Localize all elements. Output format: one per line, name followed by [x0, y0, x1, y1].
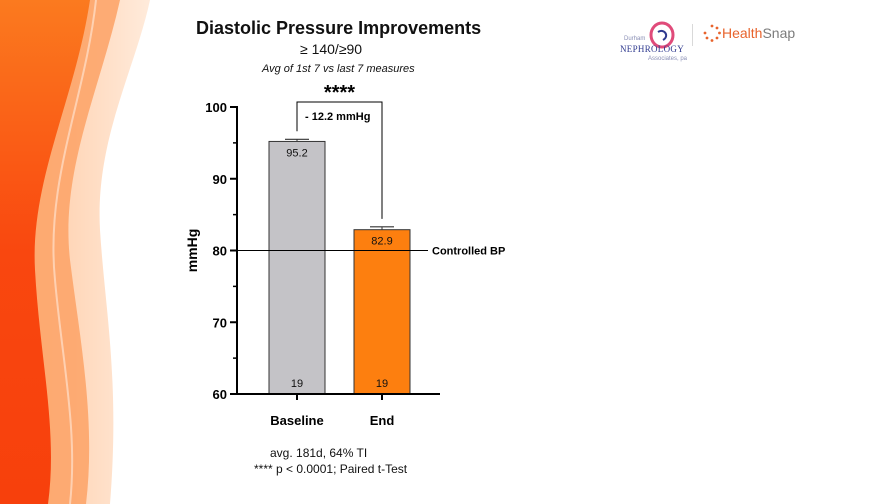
healthsnap-logo-part1: Health — [722, 25, 763, 41]
x-tick-label: End — [370, 413, 395, 428]
bar-end — [353, 229, 411, 395]
y-axis-title: mmHg — [184, 229, 200, 273]
kidney-icon — [649, 21, 675, 49]
y-tick-label: 100 — [205, 100, 227, 115]
y-tick-label: 90 — [213, 172, 227, 187]
bar-n-label: 19 — [376, 378, 388, 390]
bar-value-label: 95.2 — [286, 147, 307, 159]
bars — [268, 138, 411, 395]
y-tick-label: 70 — [213, 315, 227, 330]
significance-stars: **** — [324, 82, 355, 104]
controlled-bp-label: Controlled BP — [432, 246, 505, 258]
bar-value-label: 82.9 — [371, 236, 392, 248]
bar-baseline — [268, 140, 326, 395]
healthsnap-sun-icon — [703, 24, 721, 42]
nephrology-logo-name: NEPHROLOGY — [620, 44, 685, 54]
y-tick-label: 60 — [213, 387, 227, 402]
chart-title: Diastolic Pressure Improvements — [196, 18, 482, 38]
y-axis: 60 70 80 90 100 mmHg — [184, 100, 238, 402]
x-axis: Baseline End — [237, 393, 440, 428]
difference-label: - 12.2 mmHg — [305, 111, 370, 123]
significance-group: **** - 12.2 mmHg — [296, 82, 383, 219]
logo-divider — [692, 24, 693, 46]
chart-note: Avg of 1st 7 vs last 7 measures — [262, 63, 415, 75]
data-labels: 95.2 19 82.9 19 — [286, 147, 392, 390]
reference-line-group: Controlled BP — [237, 246, 505, 258]
footnote-duration: avg. 181d, 64% TI — [270, 446, 368, 460]
y-tick-label: 80 — [213, 244, 227, 259]
x-tick-label: Baseline — [270, 413, 323, 428]
healthsnap-logo: HealthSnap — [700, 22, 810, 48]
nephrology-logo-bottom-text: Associates, pa — [648, 56, 688, 62]
bar-n-label: 19 — [291, 378, 303, 390]
chart-subtitle: ≥ 140/≥90 — [300, 41, 363, 57]
footnote-statistics: **** p < 0.0001; Paired t-Test — [254, 462, 408, 476]
nephrology-logo: Durham NEPHROLOGY Associates, pa — [616, 18, 688, 66]
healthsnap-logo-part2: Snap — [762, 25, 796, 41]
nephrology-logo-top-text: Durham — [624, 36, 646, 42]
significance-bracket — [296, 101, 383, 219]
